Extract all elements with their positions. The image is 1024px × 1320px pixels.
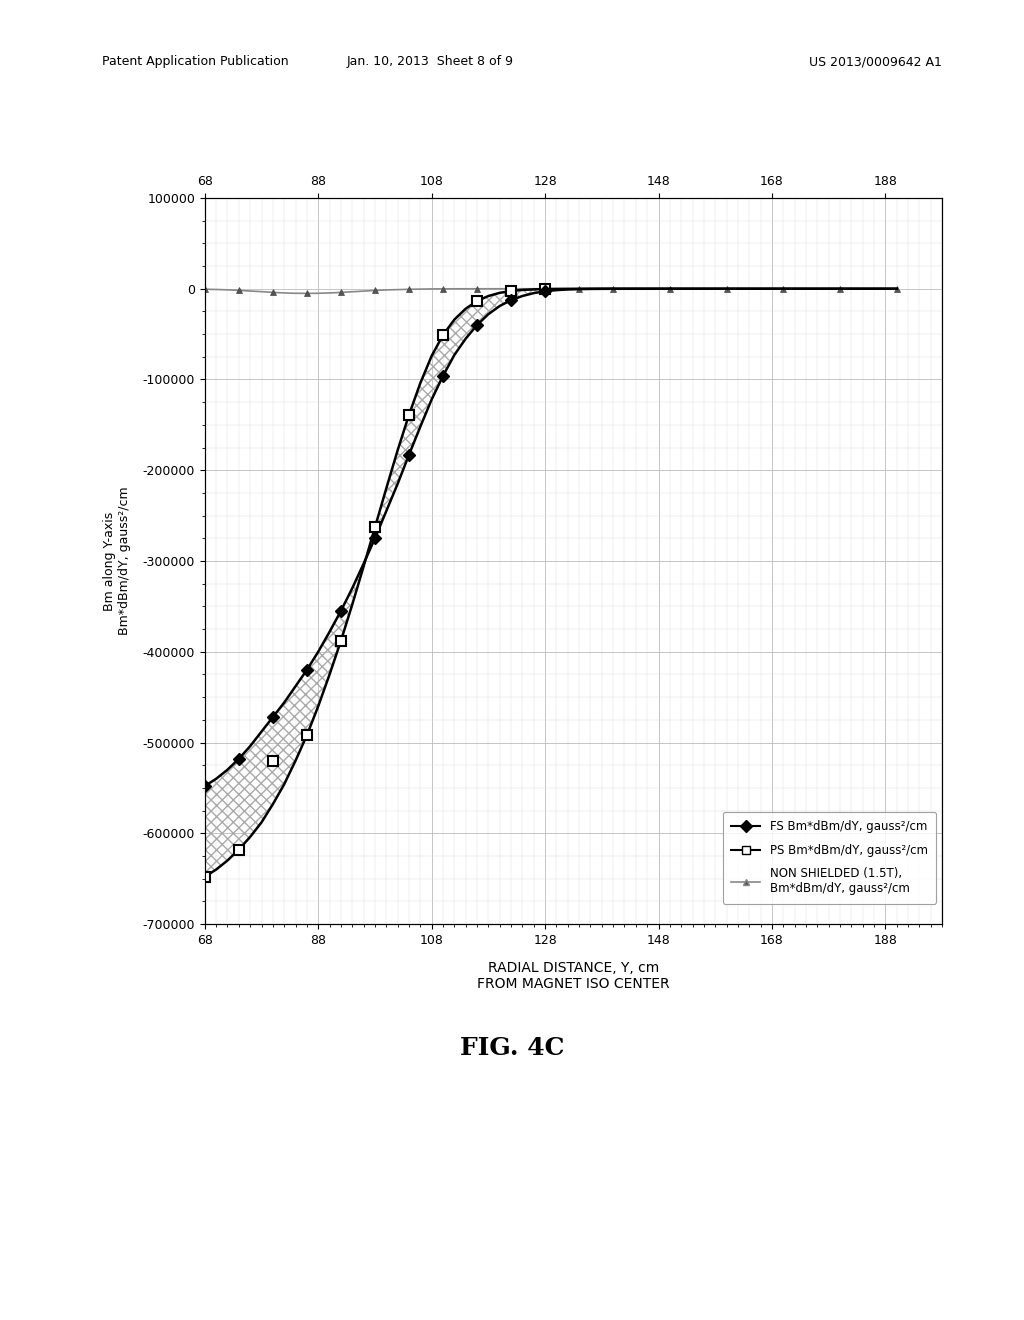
Legend: FS Bm*dBm/dY, gauss²/cm, PS Bm*dBm/dY, gauss²/cm, NON SHIELDED (1.5T),
Bm*dBm/dY: FS Bm*dBm/dY, gauss²/cm, PS Bm*dBm/dY, g… xyxy=(723,812,936,904)
Text: Jan. 10, 2013  Sheet 8 of 9: Jan. 10, 2013 Sheet 8 of 9 xyxy=(346,55,514,69)
Text: FIG. 4C: FIG. 4C xyxy=(460,1036,564,1060)
Text: US 2013/0009642 A1: US 2013/0009642 A1 xyxy=(809,55,942,69)
X-axis label: RADIAL DISTANCE, Y, cm
FROM MAGNET ISO CENTER: RADIAL DISTANCE, Y, cm FROM MAGNET ISO C… xyxy=(477,961,670,991)
Text: Patent Application Publication: Patent Application Publication xyxy=(102,55,289,69)
Y-axis label: Bm along Y-axis
Bm*dBm/dY, gauss²/cm: Bm along Y-axis Bm*dBm/dY, gauss²/cm xyxy=(103,487,131,635)
